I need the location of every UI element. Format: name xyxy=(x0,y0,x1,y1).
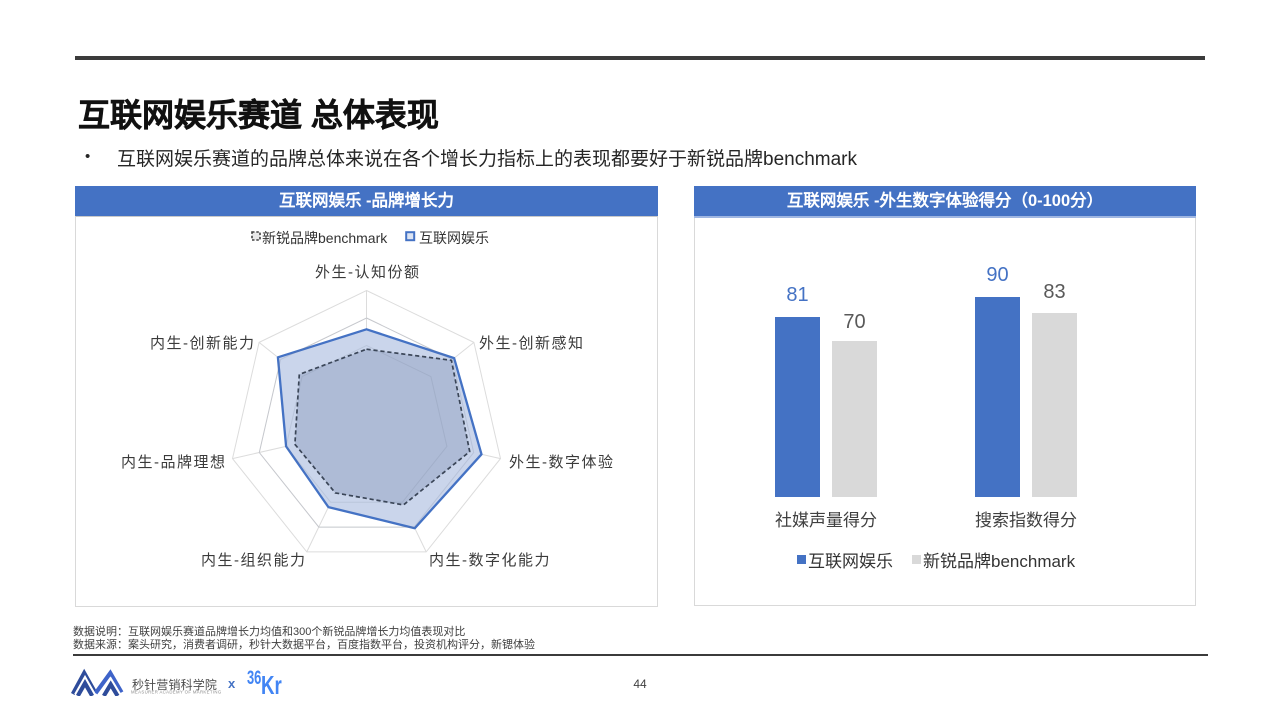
svg-text:MEASURER ACADEMY OF MARKETING: MEASURER ACADEMY OF MARKETING SCIENCE xyxy=(131,690,223,695)
